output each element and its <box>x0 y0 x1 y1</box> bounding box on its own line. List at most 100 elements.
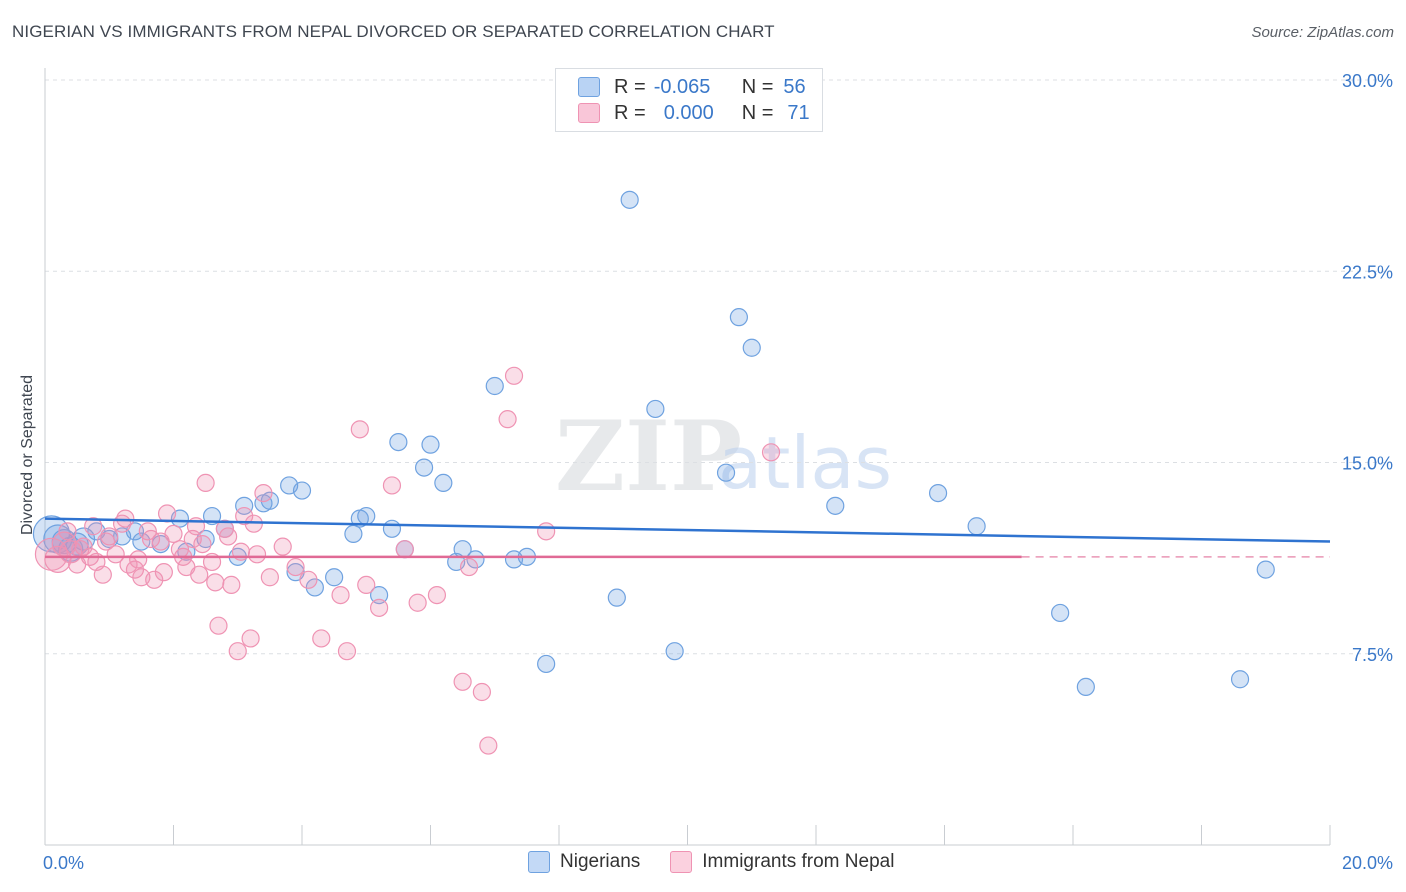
nepal-point <box>74 537 93 556</box>
nepal-point <box>761 443 781 462</box>
nepal-point <box>193 534 212 554</box>
nigerian-trend-line <box>44 517 1331 543</box>
nigerian-point <box>196 529 215 549</box>
nepal-point <box>96 532 116 551</box>
nepal-point <box>100 527 119 546</box>
legend-label-nigerians: Nigerians <box>560 851 641 872</box>
nepal-point <box>228 642 247 661</box>
nigerian-point <box>1230 670 1250 689</box>
nepal-point <box>472 682 491 702</box>
nepal-point <box>337 642 357 661</box>
nepal-point <box>286 557 305 577</box>
nigerian-point <box>620 190 639 209</box>
nepal-point <box>504 366 524 385</box>
nepal-point <box>498 410 517 429</box>
nigerian-point <box>235 496 254 515</box>
y-tick-label: 15.0% <box>1342 454 1393 474</box>
nigerian-point <box>729 308 749 327</box>
nepal-point <box>408 593 427 612</box>
nepal-point <box>247 545 267 564</box>
nepal-point <box>260 568 279 587</box>
nigerian-point <box>1256 560 1275 579</box>
nepal-point <box>145 570 164 589</box>
nigerian-point <box>325 568 344 587</box>
x-tick-label-min: 0.0% <box>43 853 84 873</box>
watermark-zip: ZIP <box>555 400 742 513</box>
nigerian-point <box>357 506 376 526</box>
nepal-point <box>235 506 254 526</box>
nepal-legend-swatch <box>670 851 693 873</box>
nigerian-point <box>344 524 363 544</box>
nepal-point <box>459 557 479 577</box>
nigerian-point <box>826 496 845 515</box>
correlation-legend: R = -0.065 N = 56 R = 0.000 N = 71 <box>555 68 823 132</box>
legend-item-nepal: Immigrants from Nepal <box>670 851 894 873</box>
n-value: 56 <box>783 75 806 98</box>
nepal-point <box>106 545 125 564</box>
nigerian-point <box>434 473 453 492</box>
legend-row-nigerians: R = -0.065 N = 56 <box>578 75 806 99</box>
nepal-point <box>58 522 77 541</box>
n-label: N = <box>741 101 774 124</box>
nepal-point <box>93 565 112 584</box>
nigerians-swatch <box>578 77 600 97</box>
nigerian-point <box>1051 603 1070 623</box>
r-label: R = <box>614 75 646 98</box>
nigerian-point <box>414 458 434 477</box>
nigerians-legend-swatch <box>528 851 550 873</box>
nepal-point <box>299 570 318 589</box>
nepal-point <box>427 585 447 605</box>
nigerian-point <box>537 654 556 674</box>
legend-row-nepal: R = 0.000 N = 71 <box>578 101 810 125</box>
nepal-point <box>254 484 273 503</box>
nigerian-point <box>646 399 665 419</box>
nepal-point <box>479 736 498 755</box>
nepal-point <box>219 527 238 546</box>
nepal-swatch <box>578 103 600 123</box>
nepal-point <box>273 537 292 556</box>
nepal-point <box>357 575 376 595</box>
r-value: -0.065 <box>653 75 711 98</box>
nepal-point <box>141 529 161 549</box>
nepal-point <box>164 524 183 544</box>
nepal-point <box>241 629 260 648</box>
nepal-point <box>206 573 225 592</box>
nigerian-point <box>665 642 684 661</box>
series-legend: Nigerians Immigrants from Nepal <box>528 851 924 873</box>
nepal-point <box>71 540 90 559</box>
nigerian-point <box>607 588 626 607</box>
nepal-point <box>154 563 173 582</box>
nigerian-point <box>928 484 948 503</box>
nepal-point <box>190 565 209 584</box>
nigerian-point <box>485 376 504 396</box>
n-label: N = <box>741 75 774 98</box>
nepal-point <box>453 672 472 691</box>
nepal-point <box>244 514 263 533</box>
nepal-point <box>209 616 228 635</box>
nepal-point <box>350 420 369 439</box>
nepal-point <box>370 598 389 617</box>
nepal-point <box>331 585 350 605</box>
nigerian-point <box>382 519 402 538</box>
nepal-point <box>84 517 103 536</box>
r-label: R = <box>614 101 646 124</box>
nepal-point <box>196 473 215 492</box>
nigerian-point <box>716 463 736 482</box>
nigerian-point <box>967 517 986 536</box>
x-tick-label-max: 20.0% <box>1342 853 1393 873</box>
nigerian-point <box>389 433 408 452</box>
y-tick-label: 7.5% <box>1352 645 1393 665</box>
nepal-point <box>395 540 414 559</box>
nepal-point <box>129 550 148 569</box>
nigerian-point <box>292 481 312 500</box>
nepal-point <box>312 629 331 648</box>
r-value: 0.000 <box>663 101 714 124</box>
n-value: 71 <box>787 101 810 124</box>
y-tick-label: 22.5% <box>1342 262 1393 282</box>
nigerian-point <box>1076 677 1095 697</box>
nepal-point <box>382 476 402 495</box>
nepal-point <box>222 575 241 595</box>
chart-title: NIGERIAN VS IMMIGRANTS FROM NEPAL DIVORC… <box>12 22 775 41</box>
legend-item-nigerians: Nigerians <box>528 851 640 873</box>
